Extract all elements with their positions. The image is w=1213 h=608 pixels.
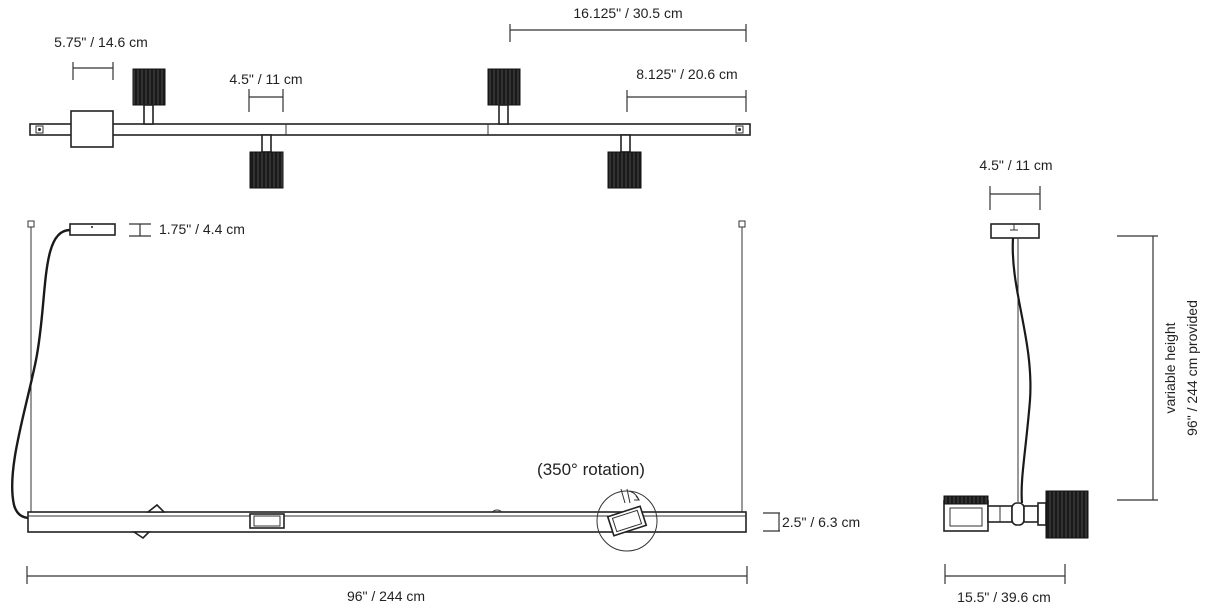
dim-overall-length: 96" / 244 cm <box>26 566 748 604</box>
rail-end-screw <box>38 128 41 131</box>
rail-bump <box>491 509 503 513</box>
label-side-width: 15.5" / 39.6 cm <box>957 589 1051 605</box>
top-light-head <box>607 134 642 189</box>
label-variable-height: variable height <box>1162 322 1178 413</box>
dim-side-width: 15.5" / 39.6 cm <box>944 564 1066 605</box>
top-light-head <box>132 68 166 125</box>
dim-top-head-width: 4.5" / 11 cm <box>229 71 303 112</box>
rail-end-cap <box>35 125 44 134</box>
dim-top-spacing: 5.75" / 14.6 cm <box>54 34 148 80</box>
dim-top-span-small: 8.125" / 20.6 cm <box>626 66 747 112</box>
label-canopy-height: 1.75" / 4.4 cm <box>159 221 245 237</box>
dim-side-canopy-width: 4.5" / 11 cm <box>979 157 1053 210</box>
label-top-head-width: 4.5" / 11 cm <box>229 71 302 87</box>
side-power-cord <box>1011 237 1032 504</box>
label-top-span-large: 16.125" / 30.5 cm <box>573 5 682 21</box>
power-cord <box>10 228 71 520</box>
ceiling-anchor <box>738 220 746 228</box>
ceiling-anchor <box>27 220 35 228</box>
side-view: 4.5" / 11 cm 15.5" / 39.6 cm variable he… <box>943 157 1200 605</box>
rail-end-cap <box>735 125 744 134</box>
label-rotation: (350° rotation) <box>537 460 645 479</box>
rail-end-screw <box>738 128 741 131</box>
rotation-indicator <box>596 488 658 552</box>
top-view: 5.75" / 14.6 cm 4.5" / 11 cm 16.125" / 3… <box>29 5 751 189</box>
driver-box <box>249 513 285 529</box>
side-canopy <box>990 223 1040 239</box>
top-light-head <box>487 68 521 125</box>
dim-top-span-large: 16.125" / 30.5 cm <box>509 5 747 42</box>
label-rail-height: 2.5" / 6.3 cm <box>782 514 860 530</box>
label-variable-height-provided: 96" / 244 cm provided <box>1184 300 1200 436</box>
top-light-head <box>249 134 284 189</box>
label-top-spacing: 5.75" / 14.6 cm <box>54 34 148 50</box>
top-canopy-box <box>70 110 114 148</box>
front-view: (350° rotation) 1.75" / 4.4 cm 2.5" / 6.… <box>10 220 860 604</box>
dim-variable-height: variable height 96" / 244 cm provided <box>1117 235 1200 501</box>
label-overall-length: 96" / 244 cm <box>347 588 425 604</box>
top-rail <box>29 123 751 136</box>
dim-rail-height: 2.5" / 6.3 cm <box>763 512 860 532</box>
tilted-head-left <box>145 503 166 513</box>
side-fixture <box>943 490 1089 539</box>
power-canopy <box>69 223 116 236</box>
label-side-canopy-width: 4.5" / 11 cm <box>979 157 1052 173</box>
label-top-span-small: 8.125" / 20.6 cm <box>636 66 737 82</box>
front-rail <box>27 511 747 533</box>
dim-canopy-height: 1.75" / 4.4 cm <box>129 221 245 237</box>
